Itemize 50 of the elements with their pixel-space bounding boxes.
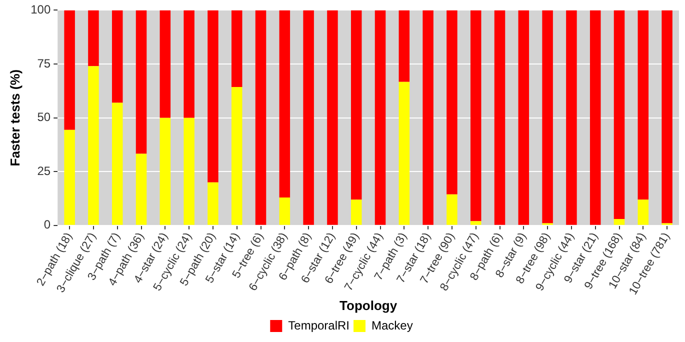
bar <box>231 87 242 225</box>
bar <box>350 200 362 225</box>
y-tick-label: 75 <box>37 56 51 70</box>
bar <box>184 118 194 225</box>
bar <box>350 10 362 200</box>
bar <box>470 221 482 225</box>
bar <box>446 194 458 225</box>
y-tick-label: 100 <box>30 2 51 17</box>
bar <box>136 10 147 154</box>
bar <box>422 10 434 225</box>
y-tick-label: 50 <box>37 110 51 124</box>
bar <box>638 200 649 225</box>
bar <box>88 10 99 66</box>
legend-label: TemporalRI <box>288 318 350 332</box>
legend-label: Mackey <box>372 318 413 332</box>
bar <box>208 10 218 182</box>
x-axis-title: Topology <box>340 298 398 313</box>
bar <box>327 10 338 225</box>
bar <box>279 197 290 225</box>
bar <box>279 10 290 198</box>
bar <box>398 10 410 82</box>
bar <box>638 10 649 200</box>
bar <box>542 10 553 224</box>
bar <box>208 182 218 225</box>
bar <box>398 82 410 225</box>
bar <box>518 10 530 225</box>
bar <box>255 10 266 225</box>
bar <box>160 118 171 225</box>
bar <box>614 10 625 219</box>
bar <box>64 10 75 130</box>
bar <box>590 10 601 225</box>
bar <box>614 218 625 225</box>
y-axis-title: Faster tests (%) <box>7 69 22 166</box>
bar <box>136 154 147 225</box>
bar <box>446 10 458 194</box>
bar <box>64 130 75 225</box>
bar <box>494 10 506 225</box>
bar <box>184 10 194 118</box>
bar <box>112 102 123 225</box>
y-tick-label: 25 <box>37 164 51 178</box>
bar <box>566 10 577 225</box>
bar <box>470 10 482 222</box>
bar <box>88 66 99 225</box>
bar <box>374 10 386 225</box>
bar <box>160 10 171 118</box>
bar <box>303 10 314 225</box>
bar <box>231 10 242 88</box>
y-tick-label: 0 <box>44 218 51 232</box>
bar <box>112 10 123 103</box>
bar <box>662 10 672 224</box>
